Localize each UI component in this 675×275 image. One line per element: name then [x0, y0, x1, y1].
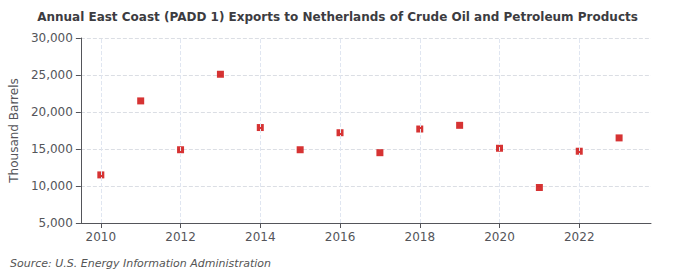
svg-text:15,000: 15,000 — [31, 142, 73, 156]
svg-text:Annual East Coast (PADD 1) Exp: Annual East Coast (PADD 1) Exports to Ne… — [37, 10, 638, 24]
svg-text:2022: 2022 — [564, 230, 595, 244]
svg-text:20,000: 20,000 — [31, 105, 73, 119]
svg-text:2010: 2010 — [86, 230, 117, 244]
svg-text:25,000: 25,000 — [31, 68, 73, 82]
svg-text:Source: U.S. Energy Informatio: Source: U.S. Energy Information Administ… — [10, 257, 271, 270]
svg-text:2012: 2012 — [165, 230, 196, 244]
svg-text:2020: 2020 — [484, 230, 515, 244]
svg-text:5,000: 5,000 — [39, 216, 73, 230]
svg-text:30,000: 30,000 — [31, 31, 73, 45]
svg-text:2018: 2018 — [404, 230, 435, 244]
svg-text:Thousand Barrels: Thousand Barrels — [7, 78, 21, 183]
svg-text:2016: 2016 — [325, 230, 356, 244]
svg-text:2014: 2014 — [245, 230, 276, 244]
svg-text:10,000: 10,000 — [31, 179, 73, 193]
